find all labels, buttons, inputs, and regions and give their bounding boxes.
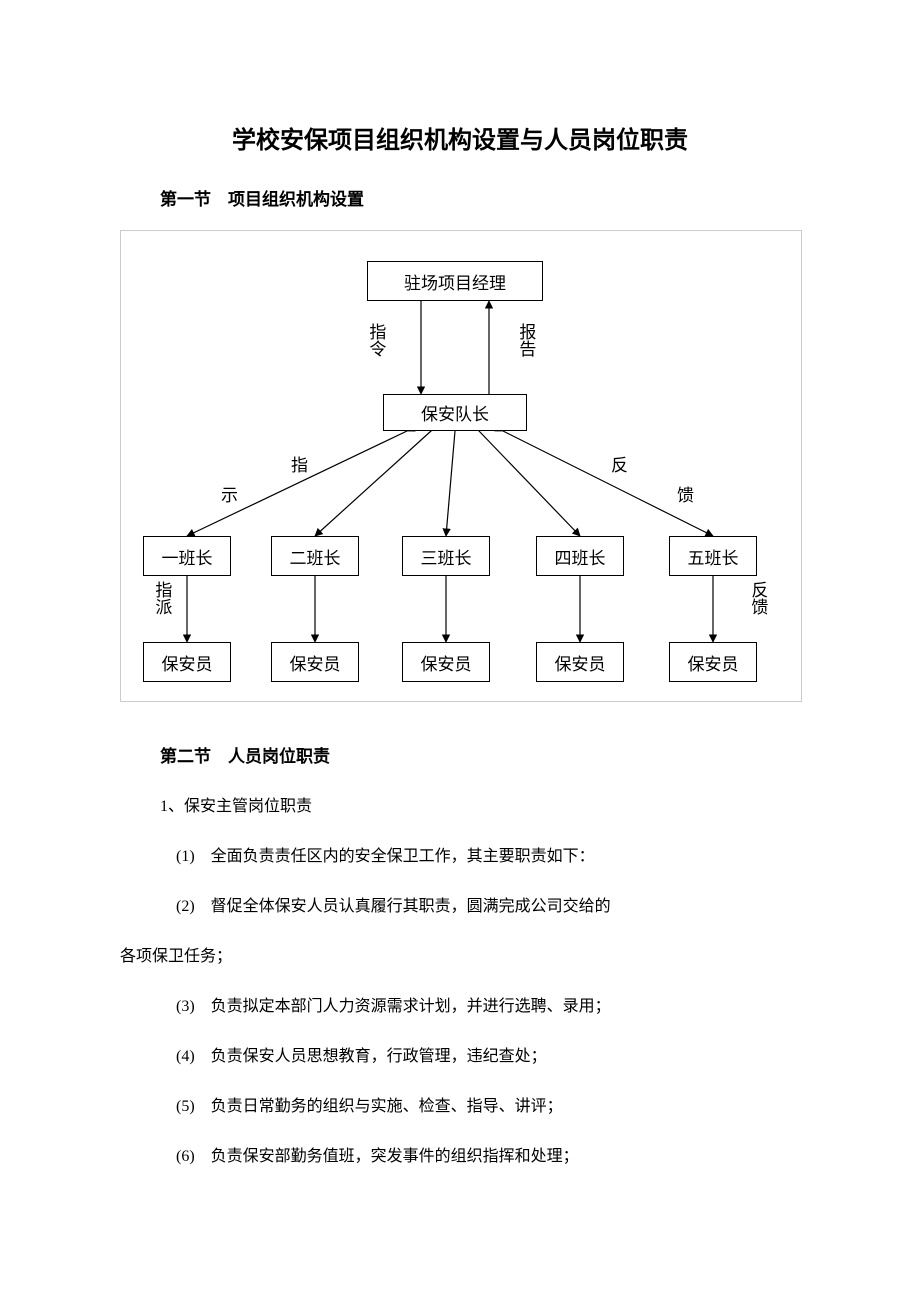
item-5: (5) 负责日常勤务的组织与实施、检查、指导、讲评； <box>120 1087 800 1127</box>
node-guard-4: 保安员 <box>536 642 624 682</box>
item-3: (3) 负责拟定本部门人力资源需求计划，并进行选聘、录用； <box>120 987 800 1027</box>
node-guard-3: 保安员 <box>402 642 490 682</box>
item-2b: 各项保卫任务； <box>120 937 800 977</box>
node-guard-5: 保安员 <box>669 642 757 682</box>
edge-label-baogao: 报告 <box>515 323 535 357</box>
subheading-1: 1、保安主管岗位职责 <box>120 787 800 827</box>
node-leader-1: 一班长 <box>143 536 231 576</box>
edge-label-zhiling: 指令 <box>365 323 385 357</box>
section-2-heading: 第二节 人员岗位职责 <box>160 742 800 767</box>
edge-label-fankui2: 反馈 <box>747 581 767 615</box>
org-chart-diagram: 驻场项目经理 保安队长 一班长 二班长 三班长 四班长 五班长 保安员 保安员 … <box>120 230 802 702</box>
document-title: 学校安保项目组织机构设置与人员岗位职责 <box>120 120 800 155</box>
node-guard-1: 保安员 <box>143 642 231 682</box>
node-leader-3: 三班长 <box>402 536 490 576</box>
node-leader-2: 二班长 <box>271 536 359 576</box>
node-captain: 保安队长 <box>383 394 527 431</box>
node-leader-5: 五班长 <box>669 536 757 576</box>
item-1: (1) 全面负责责任区内的安全保卫工作，其主要职责如下： <box>120 837 800 877</box>
node-manager: 驻场项目经理 <box>367 261 543 301</box>
diagram-edges-svg <box>121 231 801 701</box>
item-4: (4) 负责保安人员思想教育，行政管理，违纪查处； <box>120 1037 800 1077</box>
node-guard-2: 保安员 <box>271 642 359 682</box>
item-2a: (2) 督促全体保安人员认真履行其职责，圆满完成公司交给的 <box>120 887 800 927</box>
edge-label-fankui-2: 馈 <box>677 486 694 506</box>
document-page: 学校安保项目组织机构设置与人员岗位职责 第一节 项目组织机构设置 驻场项目经理 … <box>0 0 920 1303</box>
section-1-heading: 第一节 项目组织机构设置 <box>160 185 800 210</box>
edge-label-zhishi-2: 示 <box>221 486 238 506</box>
edge-label-fankui-1: 反 <box>611 456 628 476</box>
node-leader-4: 四班长 <box>536 536 624 576</box>
edge-label-zhishi-1: 指 <box>291 456 308 476</box>
item-6: (6) 负责保安部勤务值班，突发事件的组织指挥和处理； <box>120 1137 800 1177</box>
edge-label-zhipai: 指派 <box>151 581 171 615</box>
